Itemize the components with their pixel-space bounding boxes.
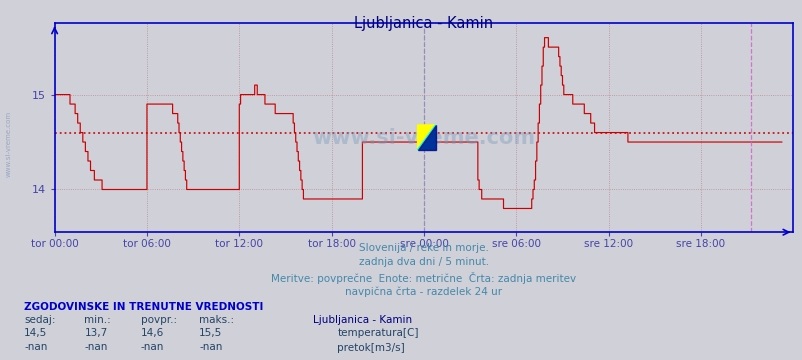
Text: 14,5: 14,5	[24, 328, 47, 338]
Text: -nan: -nan	[84, 342, 107, 352]
Text: sedaj:: sedaj:	[24, 315, 55, 325]
Text: zadnja dva dni / 5 minut.: zadnja dva dni / 5 minut.	[358, 257, 488, 267]
Text: pretok[m3/s]: pretok[m3/s]	[337, 343, 404, 353]
Text: Slovenija / reke in morje.: Slovenija / reke in morje.	[358, 243, 488, 253]
Text: povpr.:: povpr.:	[140, 315, 176, 325]
Text: www.si-vreme.com: www.si-vreme.com	[312, 128, 535, 148]
Text: navpična črta - razdelek 24 ur: navpična črta - razdelek 24 ur	[345, 286, 502, 297]
Text: www.si-vreme.com: www.si-vreme.com	[6, 111, 12, 177]
Text: -nan: -nan	[24, 342, 47, 352]
Text: 14,6: 14,6	[140, 328, 164, 338]
Polygon shape	[417, 125, 435, 150]
Text: ZGODOVINSKE IN TRENUTNE VREDNOSTI: ZGODOVINSKE IN TRENUTNE VREDNOSTI	[24, 302, 263, 312]
Text: maks.:: maks.:	[199, 315, 234, 325]
Polygon shape	[417, 125, 435, 150]
Text: min.:: min.:	[84, 315, 111, 325]
Text: -nan: -nan	[199, 342, 222, 352]
Text: 13,7: 13,7	[84, 328, 107, 338]
Polygon shape	[417, 125, 435, 150]
Text: Meritve: povprečne  Enote: metrične  Črta: zadnja meritev: Meritve: povprečne Enote: metrične Črta:…	[271, 272, 576, 284]
Text: Ljubljanica - Kamin: Ljubljanica - Kamin	[354, 16, 493, 31]
Text: -nan: -nan	[140, 342, 164, 352]
Text: Ljubljanica - Kamin: Ljubljanica - Kamin	[313, 315, 411, 325]
Text: 15,5: 15,5	[199, 328, 222, 338]
Text: temperatura[C]: temperatura[C]	[337, 328, 418, 338]
